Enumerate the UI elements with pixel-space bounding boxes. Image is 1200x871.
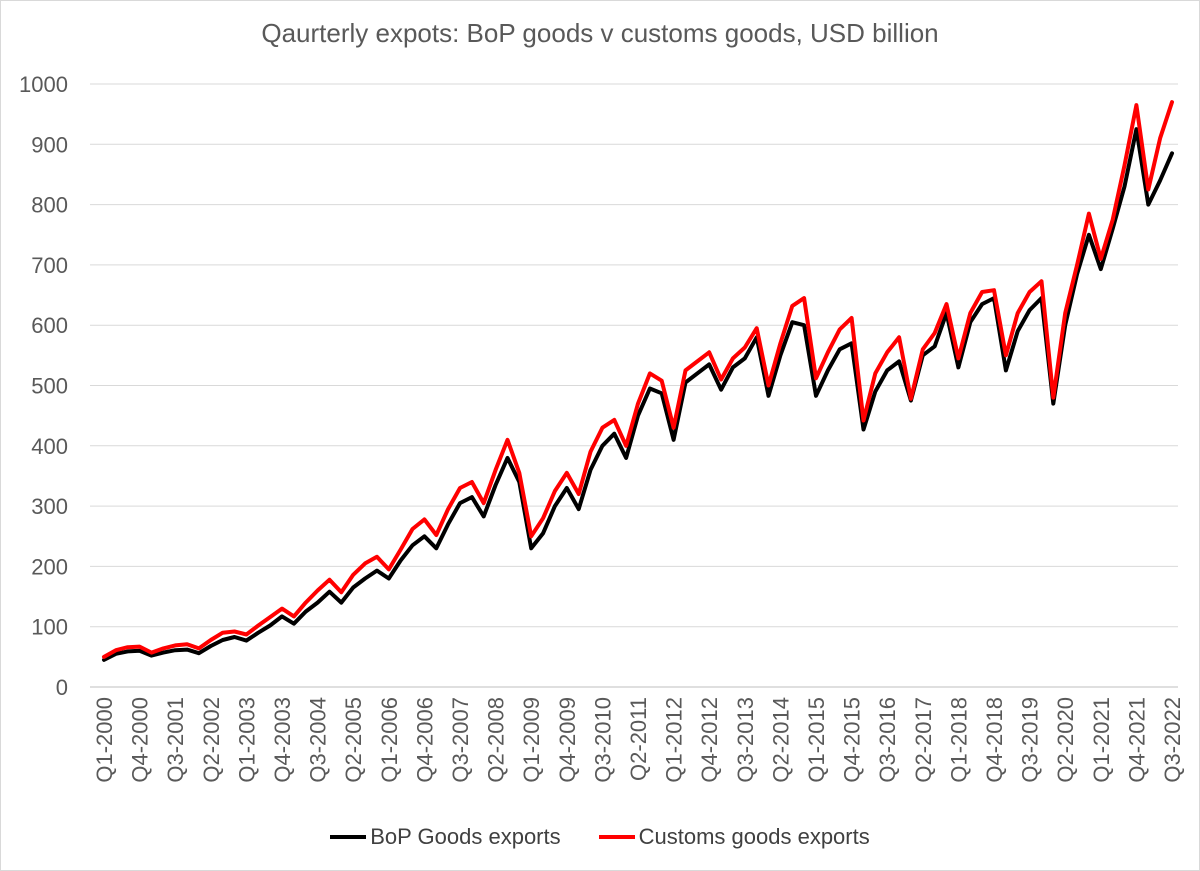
x-tick-label: Q2-2020 xyxy=(1053,697,1078,783)
x-tick-label: Q1-2000 xyxy=(92,697,117,783)
y-tick-label: 600 xyxy=(31,313,68,338)
x-tick-label: Q2-2011 xyxy=(626,697,651,781)
x-tick-label: Q3-2016 xyxy=(875,697,900,783)
x-tick-label: Q1-2003 xyxy=(234,697,259,783)
x-tick-label: Q3-2019 xyxy=(1018,697,1043,783)
legend-label-customs: Customs goods exports xyxy=(638,824,870,849)
x-tick-label: Q3-2010 xyxy=(590,697,615,783)
x-tick-label: Q4-2000 xyxy=(128,697,153,783)
series-lines xyxy=(102,100,1174,662)
x-tick-label: Q2-2002 xyxy=(199,697,224,783)
legend-item-bop: BoP Goods exports xyxy=(330,824,561,850)
x-tick-label: Q3-2022 xyxy=(1160,697,1185,783)
x-tick-label: Q1-2009 xyxy=(519,697,544,783)
x-tick-label: Q1-2006 xyxy=(377,697,402,783)
x-tick-label: Q1-2021 xyxy=(1089,697,1114,783)
y-tick-label: 1000 xyxy=(19,72,68,97)
y-tick-label: 100 xyxy=(31,615,68,640)
x-tick-label: Q3-2013 xyxy=(733,697,758,783)
x-tick-label: Q4-2015 xyxy=(840,697,865,783)
x-tick-label: Q4-2021 xyxy=(1124,697,1149,783)
x-tick-label: Q2-2005 xyxy=(341,697,366,783)
x-tick-label: Q1-2012 xyxy=(662,697,687,783)
legend-swatch-customs xyxy=(598,835,635,839)
series-line-customs-goods-exports xyxy=(102,100,1174,659)
x-tick-label: Q4-2018 xyxy=(982,697,1007,783)
x-tick-label: Q3-2001 xyxy=(163,697,188,783)
x-tick-label: Q4-2003 xyxy=(270,697,295,783)
y-tick-label: 200 xyxy=(31,554,68,579)
x-tick-label: Q2-2017 xyxy=(911,697,936,783)
legend: BoP Goods exports Customs goods exports xyxy=(0,824,1200,850)
legend-swatch-bop xyxy=(330,835,367,839)
x-tick-label: Q2-2014 xyxy=(768,697,793,783)
x-tick-label: Q1-2015 xyxy=(804,697,829,783)
x-tick-label: Q1-2018 xyxy=(946,697,971,783)
gridlines xyxy=(90,83,1178,688)
y-tick-label: 400 xyxy=(31,434,68,459)
x-axis-ticks: Q1-2000 Q4-2000 Q3-2001 Q2-2002 Q1-2003 Q4-20… xyxy=(92,697,1185,783)
x-tick-label: Q2-2008 xyxy=(484,697,509,783)
y-tick-label: 900 xyxy=(31,132,68,157)
x-tick-label: Q4-2012 xyxy=(697,697,722,783)
y-tick-label: 0 xyxy=(56,675,68,700)
chart-title: Qaurterly expots: BoP goods v customs go… xyxy=(261,18,939,48)
legend-label-bop: BoP Goods exports xyxy=(370,824,561,849)
y-tick-label: 300 xyxy=(31,494,68,519)
y-tick-label: 800 xyxy=(31,193,68,218)
y-tick-label: 500 xyxy=(31,374,68,399)
x-tick-label: Q3-2004 xyxy=(306,697,331,783)
x-tick-label: Q4-2009 xyxy=(555,697,580,783)
y-tick-label: 700 xyxy=(31,253,68,278)
x-tick-label: Q3-2007 xyxy=(448,697,473,783)
series-line-bop-goods-exports xyxy=(102,127,1174,662)
y-axis-ticks: 0 100 200 300 400 500 600 700 800 900 1000 xyxy=(19,72,68,700)
legend-item-customs: Customs goods exports xyxy=(598,824,870,850)
x-tick-label: Q4-2006 xyxy=(412,697,437,783)
